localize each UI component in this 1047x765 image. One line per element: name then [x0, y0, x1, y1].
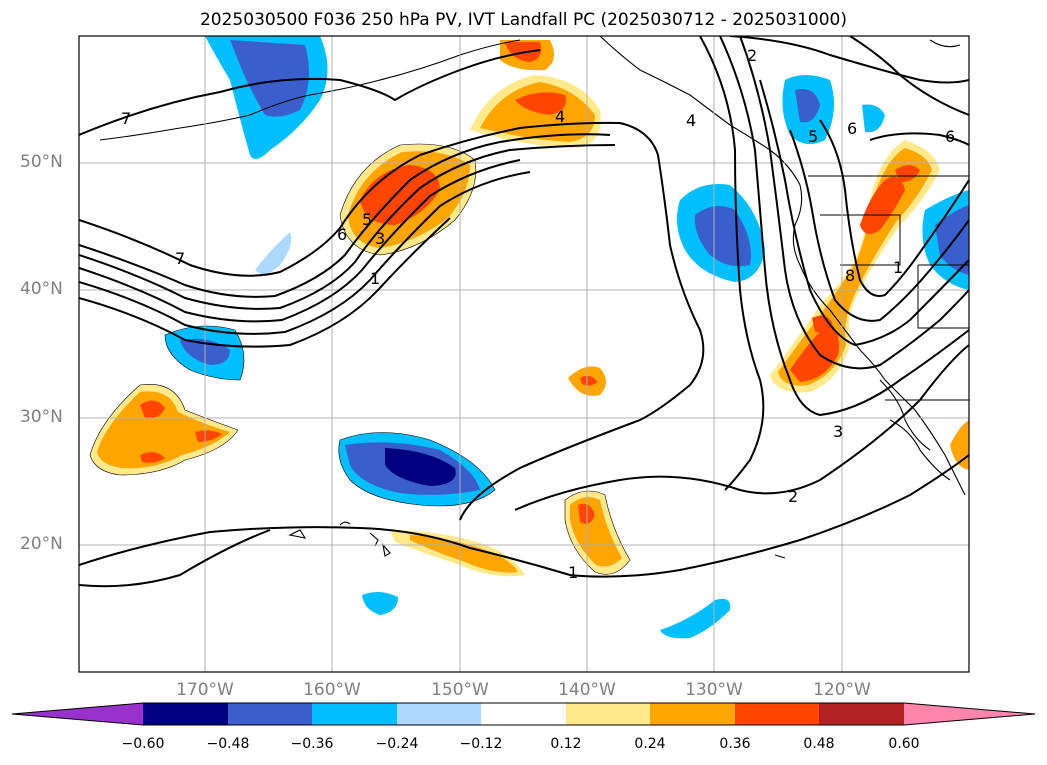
contour-label: 8 — [845, 266, 855, 285]
lon-label-160w: 160°W — [303, 680, 361, 700]
contour-label: 1 — [370, 269, 380, 288]
contour-label: 3 — [375, 229, 385, 248]
lon-label-140w: 140°W — [558, 680, 616, 700]
contour-label: 2 — [747, 46, 757, 65]
colorbar-bin — [735, 703, 819, 725]
contour-label: 5 — [362, 210, 372, 229]
lon-label-130w: 130°W — [685, 680, 743, 700]
contour-label: 3 — [833, 422, 843, 441]
colorbar-tick-label: 0.12 — [550, 736, 582, 752]
colorbar-tick-label: −0.24 — [375, 736, 419, 752]
contour-label: 7 — [175, 249, 185, 268]
lon-label-120w: 120°W — [813, 680, 871, 700]
colorbar-tick-label: −0.48 — [206, 736, 250, 752]
contour-labels: 7 7 6 5 4 3 2 1 1 2 3 5 6 6 1 4 8 — [121, 46, 955, 582]
colorbar-tick-label: −0.12 — [459, 736, 503, 752]
colorbar-tick-label: 0.60 — [888, 736, 920, 752]
contour-label: 6 — [945, 127, 955, 146]
colorbar-tick-label: 0.36 — [719, 736, 751, 752]
contour-label: 2 — [788, 487, 798, 506]
ivt-contours — [79, 36, 969, 588]
colorbar-bin — [566, 703, 650, 725]
contour-label: 4 — [686, 111, 696, 130]
colorbar-bin — [819, 703, 904, 725]
map-frame — [78, 35, 970, 673]
colorbar-bin — [481, 703, 566, 725]
colorbar-bin — [397, 703, 481, 725]
contour-label: 1 — [893, 258, 903, 277]
contour-label: 6 — [847, 119, 857, 138]
colorbar — [11, 702, 1036, 726]
contour-label: 4 — [555, 107, 565, 126]
lon-label-150w: 150°W — [431, 680, 489, 700]
lat-label-40n: 40°N — [20, 279, 63, 299]
lat-label-50n: 50°N — [20, 152, 63, 172]
colorbar-tick-label: −0.36 — [290, 736, 334, 752]
lat-label-30n: 30°N — [20, 407, 63, 427]
positive-pv-anomaly-fields — [90, 40, 969, 577]
contour-label: 1 — [568, 563, 578, 582]
colorbar-bin — [143, 703, 228, 725]
contour-label: 6 — [337, 225, 347, 244]
colorbar-tick-label: 0.24 — [634, 736, 666, 752]
colorbar-tick-label: 0.48 — [803, 736, 835, 752]
contour-label: 5 — [808, 127, 818, 146]
colorbar-tick-label: −0.60 — [121, 736, 165, 752]
political-borders — [808, 175, 969, 401]
colorbar-bin — [312, 703, 397, 725]
map-title: 2025030500 F036 250 hPa PV, IVT Landfall… — [199, 10, 847, 30]
lat-label-20n: 20°N — [20, 534, 63, 554]
colorbar-bin — [228, 703, 312, 725]
colorbar-bin — [650, 703, 735, 725]
contour-label: 7 — [121, 109, 131, 128]
lon-label-170w: 170°W — [176, 680, 234, 700]
